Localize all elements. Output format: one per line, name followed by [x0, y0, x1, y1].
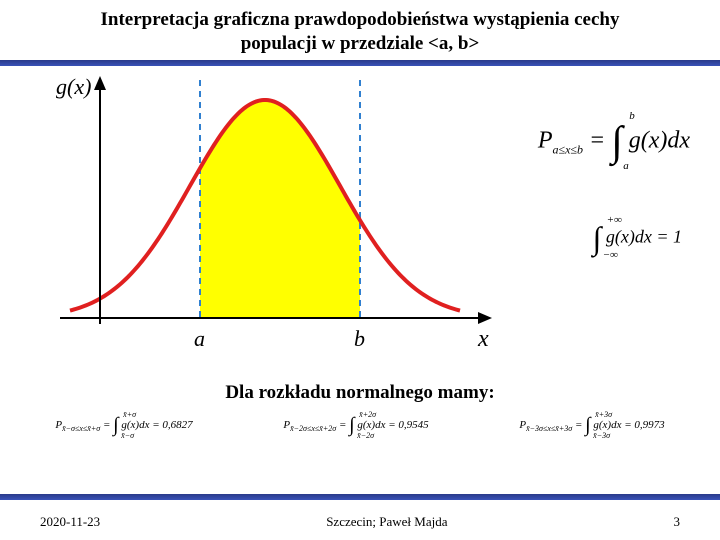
formula-body: g(x)dx = 0,9973 [593, 419, 664, 431]
sigma-formula-3: Px̄−3σ≤x≤x̄+3σ = x̄+3σ∫x̄−3σ g(x)dx = 0,… [519, 414, 664, 437]
sigma-formula-2: Px̄−2σ≤x≤x̄+2σ = x̄+2σ∫x̄−2σ g(x)dx = 0,… [283, 414, 428, 437]
eq-lhs-P: P [538, 127, 553, 153]
formula-sub: x̄−σ≤x≤x̄+σ [62, 424, 100, 433]
main-probability-equation: Pa≤x≤b = b∫a g(x)dx [538, 118, 690, 166]
y-axis-arrow-icon [94, 76, 106, 90]
formula-int-lower: x̄−2σ [357, 431, 374, 440]
footer-date: 2020-11-23 [40, 514, 100, 530]
eq2-integrand: g(x)dx [606, 226, 652, 246]
formula-int-lower: x̄−3σ [593, 431, 610, 440]
chart-area: g(x)xab Pa≤x≤b = b∫a g(x)dx +∞∫−∞ g(x)dx… [0, 70, 720, 380]
integral-sign-icon: ∫ [113, 414, 118, 437]
b-label: b [354, 326, 365, 351]
y-axis-label: g(x) [56, 74, 91, 99]
subtitle: Dla rozkładu normalnego mamy: [0, 382, 720, 404]
integral-sign-icon: ∫ [593, 220, 602, 257]
formula-body: g(x)dx = 0,9545 [357, 419, 428, 431]
formula-sub: x̄−2σ≤x≤x̄+2σ [290, 424, 336, 433]
formula-sub: x̄−3σ≤x≤x̄+3σ [526, 424, 572, 433]
a-label: a [194, 326, 205, 351]
formula-int-lower: x̄−σ [121, 431, 134, 440]
integral-sign-icon: ∫ [349, 414, 354, 437]
sigma-formulas-row: Px̄−σ≤x≤x̄+σ = x̄+σ∫x̄−σ g(x)dx = 0,6827… [0, 404, 720, 437]
eq-int-lower: a [623, 160, 629, 172]
formula-body: g(x)dx = 0,6827 [121, 419, 192, 431]
eq2-int-lower: −∞ [603, 249, 618, 261]
eq-lhs-sub: a≤x≤b [552, 142, 583, 156]
eq-equals: = [583, 127, 611, 153]
integral-sign-icon: ∫ [611, 118, 623, 166]
bottom-divider-bar [0, 494, 720, 500]
sigma-formula-1: Px̄−σ≤x≤x̄+σ = x̄+σ∫x̄−σ g(x)dx = 0,6827 [55, 414, 192, 437]
top-divider-bar [0, 60, 720, 66]
probability-chart: g(x) x a b [40, 70, 500, 370]
formula-int-upper: x̄+σ [123, 410, 136, 419]
integral-sign-icon: ∫ [585, 414, 590, 437]
title-line-1: Interpretacja graficzna prawdopodobieńst… [101, 9, 620, 30]
x-axis-label: x [477, 326, 489, 352]
footer-page-number: 3 [673, 514, 680, 530]
footer-author: Szczecin; Paweł Majda [326, 514, 447, 530]
total-probability-equation: +∞∫−∞ g(x)dx = 1 [593, 220, 682, 257]
eq-int-upper: b [629, 110, 635, 122]
formula-int-upper: x̄+3σ [595, 410, 612, 419]
title-line-2: populacji w przedziale <a, b> [241, 33, 480, 54]
eq2-rhs: = 1 [652, 226, 682, 246]
eq2-int-upper: +∞ [607, 214, 622, 226]
slide-title: Interpretacja graficzna prawdopodobieńst… [0, 0, 720, 60]
formula-int-upper: x̄+2σ [359, 410, 376, 419]
eq-integrand: g(x)dx [629, 127, 690, 153]
x-axis-arrow-icon [478, 312, 492, 324]
slide: Interpretacja graficzna prawdopodobieńst… [0, 0, 720, 540]
slide-footer: 2020-11-23 Szczecin; Paweł Majda 3 [0, 514, 720, 530]
